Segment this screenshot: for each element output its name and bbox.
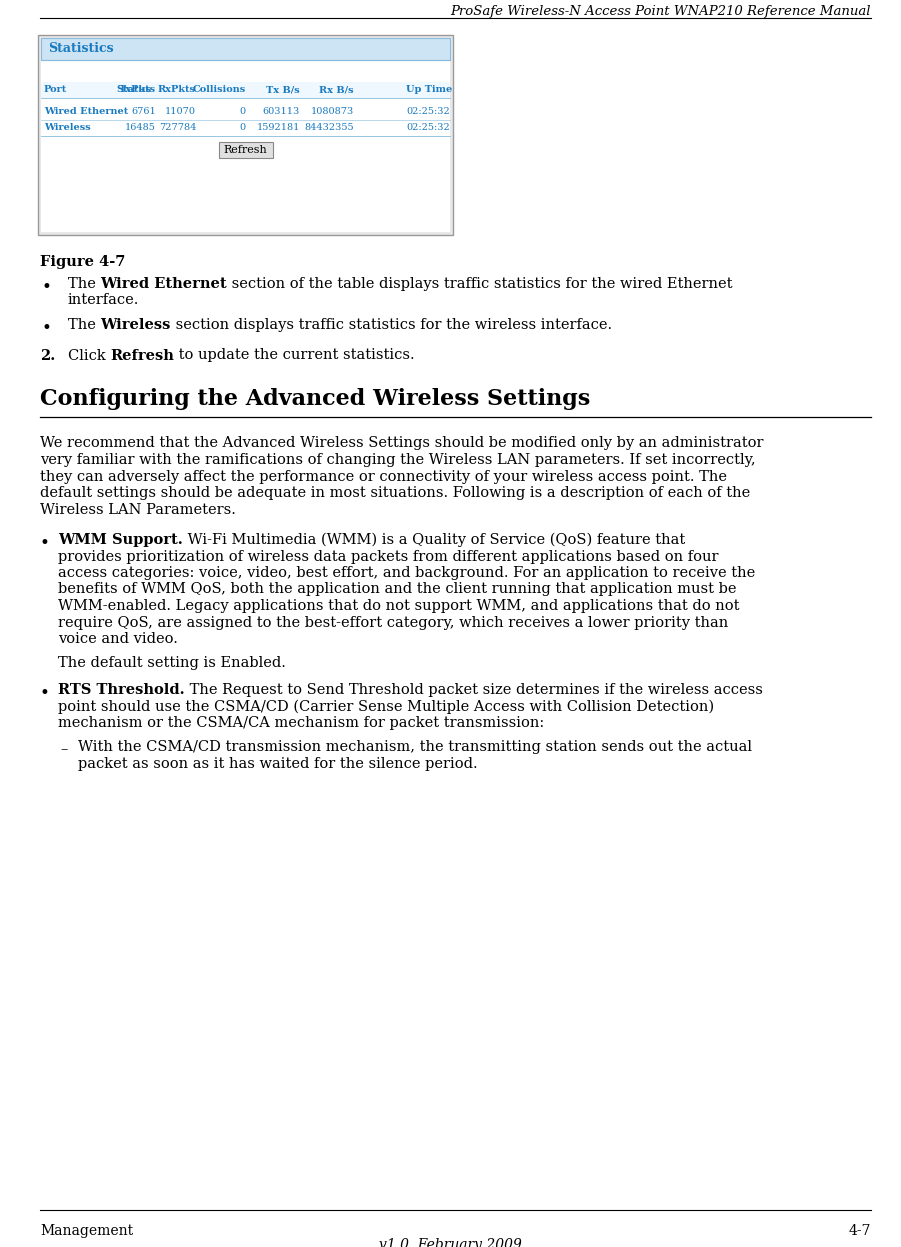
- FancyBboxPatch shape: [38, 35, 453, 234]
- Text: Wireless: Wireless: [44, 123, 91, 132]
- Text: Configuring the Advanced Wireless Settings: Configuring the Advanced Wireless Settin…: [40, 389, 590, 410]
- Text: 4-7: 4-7: [849, 1225, 871, 1238]
- Text: Rx B/s: Rx B/s: [319, 86, 354, 95]
- Text: •: •: [42, 320, 52, 337]
- Text: section of the table displays traffic statistics for the wired Ethernet: section of the table displays traffic st…: [227, 277, 733, 291]
- Text: default settings should be adequate in most situations. Following is a descripti: default settings should be adequate in m…: [40, 486, 751, 500]
- Text: benefits of WMM QoS, both the application and the client running that applicatio: benefits of WMM QoS, both the applicatio…: [58, 582, 736, 596]
- Text: 1592181: 1592181: [257, 123, 300, 132]
- Text: WMM Support.: WMM Support.: [58, 532, 183, 547]
- Text: point should use the CSMA/CD (Carrier Sense Multiple Access with Collision Detec: point should use the CSMA/CD (Carrier Se…: [58, 700, 714, 713]
- Text: 02:25:32: 02:25:32: [406, 123, 450, 132]
- Text: Click: Click: [68, 348, 111, 363]
- Text: 16485: 16485: [125, 123, 156, 132]
- Text: Wired Ethernet: Wired Ethernet: [101, 277, 227, 291]
- Text: they can adversely affect the performance or connectivity of your wireless acces: they can adversely affect the performanc…: [40, 470, 727, 484]
- Text: packet as soon as it has waited for the silence period.: packet as soon as it has waited for the …: [78, 757, 478, 771]
- Text: require QoS, are assigned to the best-effort category, which receives a lower pr: require QoS, are assigned to the best-ef…: [58, 616, 728, 630]
- Text: Status: Status: [116, 86, 151, 95]
- Text: With the CSMA/CD transmission mechanism, the transmitting station sends out the : With the CSMA/CD transmission mechanism,…: [78, 741, 752, 754]
- Text: provides prioritization of wireless data packets from different applications bas: provides prioritization of wireless data…: [58, 550, 718, 564]
- Text: Statistics: Statistics: [48, 42, 114, 56]
- Text: •: •: [40, 685, 50, 702]
- Text: 727784: 727784: [159, 123, 196, 132]
- Text: mechanism or the CSMA/CA mechanism for packet transmission:: mechanism or the CSMA/CA mechanism for p…: [58, 716, 544, 729]
- Text: 84432355: 84432355: [305, 123, 354, 132]
- FancyBboxPatch shape: [219, 142, 272, 158]
- Text: •: •: [42, 279, 52, 296]
- Text: The: The: [68, 318, 101, 332]
- Text: WMM-enabled. Legacy applications that do not support WMM, and applications that : WMM-enabled. Legacy applications that do…: [58, 599, 740, 614]
- Text: TxPkts: TxPkts: [119, 86, 156, 95]
- FancyBboxPatch shape: [41, 82, 450, 99]
- FancyBboxPatch shape: [41, 37, 450, 60]
- Text: 11070: 11070: [165, 107, 196, 116]
- Text: Wireless: Wireless: [101, 318, 171, 332]
- Text: 2.: 2.: [40, 348, 55, 363]
- Text: 1080873: 1080873: [311, 107, 354, 116]
- FancyBboxPatch shape: [41, 37, 450, 232]
- Text: The: The: [68, 277, 101, 291]
- Text: interface.: interface.: [68, 293, 140, 308]
- Text: Up Time: Up Time: [406, 86, 452, 95]
- Text: RxPkts: RxPkts: [158, 86, 196, 95]
- Text: Figure 4-7: Figure 4-7: [40, 254, 125, 269]
- Text: to update the current statistics.: to update the current statistics.: [174, 348, 414, 363]
- Text: RTS Threshold.: RTS Threshold.: [58, 683, 185, 697]
- Text: Wired Ethernet: Wired Ethernet: [44, 107, 128, 116]
- Text: –: –: [60, 742, 68, 757]
- Text: 0: 0: [240, 123, 246, 132]
- Text: v1.0, February 2009: v1.0, February 2009: [379, 1238, 522, 1247]
- Text: very familiar with the ramifications of changing the Wireless LAN parameters. If: very familiar with the ramifications of …: [40, 453, 756, 466]
- Text: 603113: 603113: [263, 107, 300, 116]
- Text: ProSafe Wireless-N Access Point WNAP210 Reference Manual: ProSafe Wireless-N Access Point WNAP210 …: [450, 5, 871, 17]
- Text: 6761: 6761: [132, 107, 156, 116]
- Text: Refresh: Refresh: [223, 145, 268, 155]
- Text: access categories: voice, video, best effort, and background. For an application: access categories: voice, video, best ef…: [58, 566, 755, 580]
- Text: Wireless LAN Parameters.: Wireless LAN Parameters.: [40, 503, 236, 516]
- Text: Wi-Fi Multimedia (WMM) is a Quality of Service (QoS) feature that: Wi-Fi Multimedia (WMM) is a Quality of S…: [183, 532, 685, 547]
- Text: Refresh: Refresh: [111, 348, 174, 363]
- Text: The default setting is Enabled.: The default setting is Enabled.: [58, 656, 286, 671]
- Text: Port: Port: [44, 86, 68, 95]
- Text: Management: Management: [40, 1225, 133, 1238]
- Text: 0: 0: [240, 107, 246, 116]
- Text: Collisions: Collisions: [193, 86, 246, 95]
- Text: Tx B/s: Tx B/s: [267, 86, 300, 95]
- Text: The Request to Send Threshold packet size determines if the wireless access: The Request to Send Threshold packet siz…: [185, 683, 762, 697]
- Text: voice and video.: voice and video.: [58, 632, 177, 646]
- Text: We recommend that the Advanced Wireless Settings should be modified only by an a: We recommend that the Advanced Wireless …: [40, 436, 763, 450]
- Text: •: •: [40, 535, 50, 552]
- Text: section displays traffic statistics for the wireless interface.: section displays traffic statistics for …: [171, 318, 612, 332]
- Text: 02:25:32: 02:25:32: [406, 107, 450, 116]
